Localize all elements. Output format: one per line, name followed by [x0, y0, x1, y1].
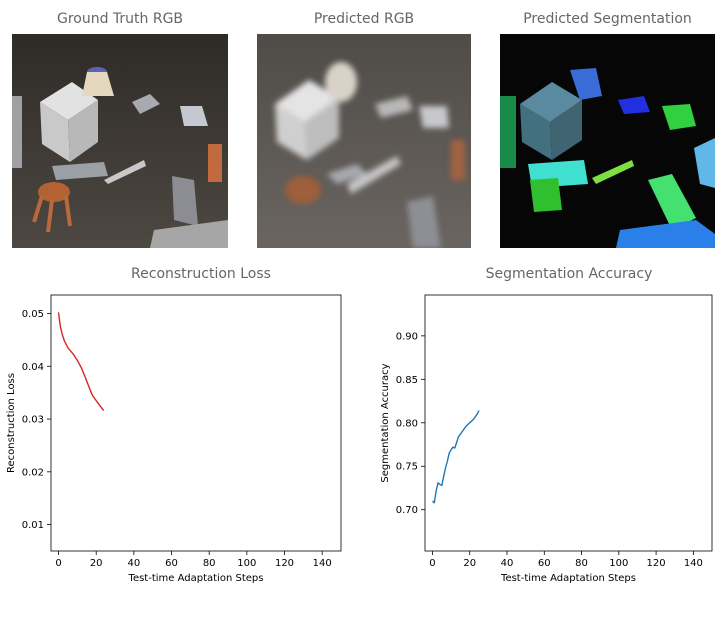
x-tick-label: 0: [55, 558, 61, 569]
plot-frame: [50, 294, 342, 552]
x-tick-label: 40: [501, 558, 514, 569]
y-tick-label: 0.90: [396, 331, 418, 342]
y-tick-label: 0.05: [22, 309, 44, 320]
reconstruction-loss-chart: 0 20 40 60 80 100 120 140 0.01 0.02 0.03 0.04 0.05 Te…: [6, 294, 342, 584]
y-tick-label: 0.04: [22, 362, 44, 373]
x-tick-label: 60: [165, 558, 178, 569]
x-tick-label: 20: [90, 558, 103, 569]
y-axis-label: Reconstruction Loss: [6, 373, 17, 473]
x-tick-label: 60: [538, 558, 551, 569]
x-tick-label: 80: [203, 558, 216, 569]
x-axis-label: Test-time Adaptation Steps: [500, 573, 636, 584]
ground-truth-image: [12, 34, 228, 248]
pred-rgb-title: Predicted RGB: [313, 11, 415, 27]
reconstruction-loss-title: Reconstruction Loss: [131, 266, 271, 282]
x-axis-label: Test-time Adaptation Steps: [128, 573, 264, 584]
x-tick-label: 100: [609, 558, 628, 569]
x-tick-label: 140: [684, 558, 703, 569]
y-tick-label: 0.01: [22, 520, 44, 531]
x-tick-label: 120: [647, 558, 666, 569]
series-line: [57, 312, 105, 412]
y-axis-label: Segmentation Accuracy: [380, 363, 391, 482]
x-tick-label: 80: [575, 558, 588, 569]
segmentation-accuracy-title: Segmentation Accuracy: [485, 266, 653, 282]
segmentation-accuracy-chart: 0 20 40 60 80 100 120 140 0.70 0.75 0.80 0.85 0.90 Te…: [380, 294, 713, 584]
x-tick-label: 40: [127, 558, 140, 569]
y-tick-label: 0.02: [22, 467, 44, 478]
gt-rgb-title: Ground Truth RGB: [56, 11, 184, 27]
x-tick-label: 120: [275, 558, 294, 569]
series-line: [432, 410, 480, 504]
predicted-segmentation-image: [500, 34, 715, 248]
y-tick-label: 0.70: [396, 505, 418, 516]
x-tick-label: 20: [463, 558, 476, 569]
y-tick-label: 0.75: [396, 462, 418, 473]
x-tick-label: 0: [429, 558, 435, 569]
predicted-rgb-image: [257, 34, 471, 248]
pred-seg-title: Predicted Segmentation: [523, 11, 692, 27]
y-tick-label: 0.85: [396, 375, 418, 386]
y-tick-label: 0.80: [396, 418, 418, 429]
plot-frame: [424, 294, 713, 552]
x-tick-label: 100: [237, 558, 256, 569]
y-tick-label: 0.03: [22, 415, 44, 426]
x-tick-label: 140: [313, 558, 332, 569]
